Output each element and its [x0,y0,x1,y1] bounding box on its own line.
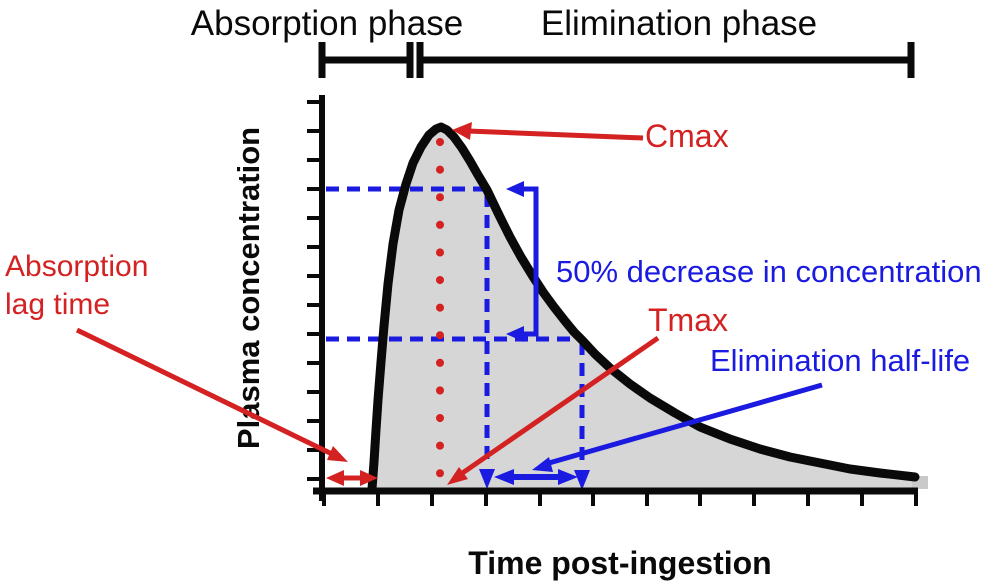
lag-double-arrow-left-head-icon [326,470,344,486]
half-decrease-annotation: 50% decrease in concentration [506,181,982,342]
curve-stroke [367,122,920,494]
half-life-label: Elimination half-life [710,343,970,378]
half-life-double-arrow-right-head-icon [558,469,578,485]
half-life-double-arrow-left-head-icon [494,469,514,485]
half-life-arrowhead-icon [532,457,553,472]
lag-double-arrow-right-head-icon [360,470,378,486]
half-decrease-bracket [518,186,539,337]
lag-arrow-line [75,327,336,458]
absorption-lag-label-line1: Absorption [5,250,148,283]
upper-drop-arrowhead-icon [479,469,495,489]
tmax-label: Tmax [648,302,728,338]
tmax-annotation: Tmax [447,302,728,485]
cmax-arrowhead-icon [452,122,472,140]
half-decrease-bottom-arrowhead-icon [506,326,524,342]
absorption-phase-bracket [318,42,414,78]
x-axis-ticks [322,493,918,506]
lag-arrowhead-icon [327,446,348,462]
half-life-arrow-line [548,382,823,466]
y-axis-ticks [307,100,320,481]
absorption-phase-label: Absorption phase [191,4,463,43]
tmax-arrowhead-icon [447,467,468,485]
cmax-label: Cmax [645,118,729,154]
curve-fill [372,127,915,490]
cmax-annotation: Cmax [452,118,729,154]
absorption-lag-label-line2: lag time [5,288,110,321]
half-life-annotation: Elimination half-life [494,343,970,485]
half-decrease-label: 50% decrease in concentration [556,254,982,289]
cmax-arrow-line [467,128,644,141]
half-decrease-top-arrowhead-icon [506,181,524,197]
x-axis-title: Time post-ingestion [468,545,771,581]
elimination-phase-label: Elimination phase [541,4,817,43]
lower-drop-arrowhead-icon [574,470,590,490]
y-axis-title: Plasma concentration [231,127,266,449]
elimination-phase-bracket [416,42,915,78]
absorption-lag-annotation: Absorption lag time [5,250,378,486]
tmax-arrow-line [459,335,660,477]
axes [307,95,918,506]
